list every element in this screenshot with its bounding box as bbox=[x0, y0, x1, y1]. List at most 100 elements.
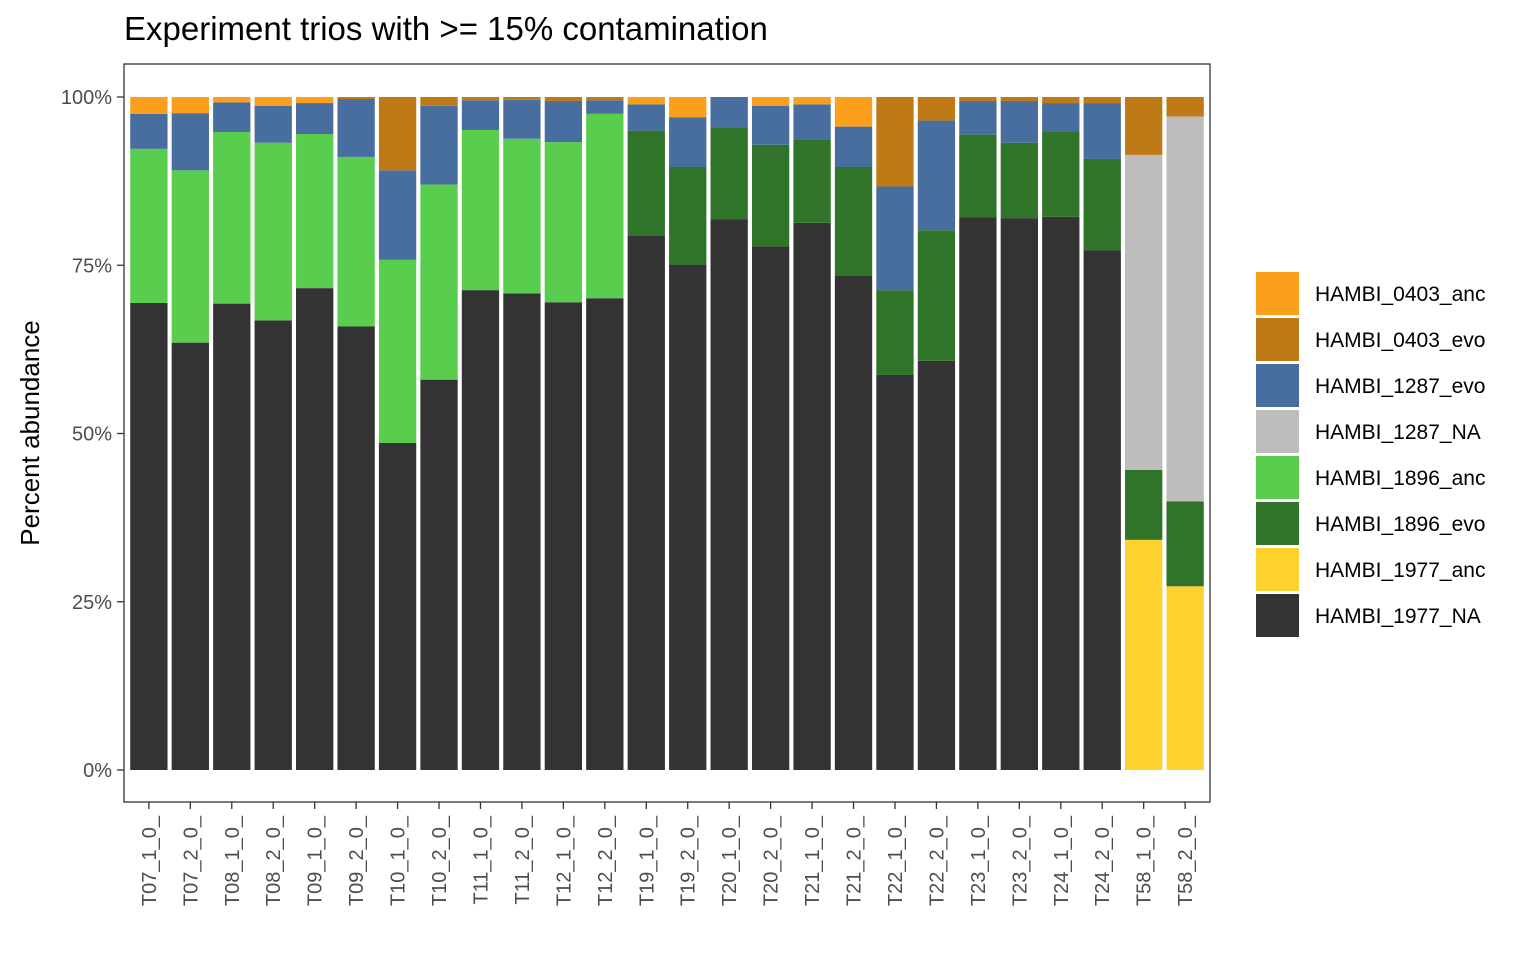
bar-segment-t20-1-0-hambi-1896-evo bbox=[710, 127, 748, 220]
bar-segment-t20-2-0-hambi-1977-na bbox=[751, 246, 790, 770]
bar-segment-t08-1-0-hambi-1896-anc bbox=[213, 132, 251, 304]
bar-segment-t11-1-0-hambi-0403-evo bbox=[461, 97, 500, 101]
x-tick-label: T21_2_0_ bbox=[844, 815, 866, 906]
bar-stack-t21-1-0 bbox=[793, 97, 831, 771]
x-tick-label: T11_1_0_ bbox=[470, 815, 492, 904]
bar-stack-t24-1-0 bbox=[1042, 97, 1080, 771]
x-tick-label: T24_2_0_ bbox=[1092, 815, 1114, 906]
bar-segment-t19-1-0-hambi-1287-evo bbox=[627, 104, 665, 131]
bar-segment-t58-1-0-hambi-1287-na bbox=[1125, 154, 1163, 470]
x-tick-label: T19_2_0_ bbox=[678, 815, 700, 906]
bar-stack-t23-1-0 bbox=[959, 97, 997, 771]
bar-segment-t09-2-0-hambi-0403-evo bbox=[337, 97, 375, 100]
bar-segment-t10-2-0-hambi-1896-anc bbox=[420, 184, 458, 380]
bar-segment-t08-1-0-hambi-1977-na bbox=[213, 303, 251, 770]
x-tick-label: T09_1_0_ bbox=[305, 815, 327, 906]
bar-stack-t23-2-0 bbox=[1000, 97, 1038, 770]
bar-segment-t22-1-0-hambi-1896-evo bbox=[876, 290, 914, 375]
bar-segment-t58-2-0-hambi-1977-anc bbox=[1166, 586, 1204, 770]
bar-segment-t22-2-0-hambi-1977-na bbox=[917, 360, 956, 770]
bar-segment-t09-1-0-hambi-1896-anc bbox=[296, 134, 334, 289]
x-tick-label: T58_1_0_ bbox=[1134, 815, 1156, 906]
legend-key-hambi-1287-na bbox=[1256, 410, 1299, 453]
y-tick-label: 0% bbox=[83, 760, 112, 782]
bar-segment-t07-2-0-hambi-1287-evo bbox=[171, 113, 209, 171]
bar-stack-t09-2-0 bbox=[337, 97, 375, 770]
bar-segment-t23-1-0-hambi-1977-na bbox=[959, 217, 997, 771]
bar-segment-t19-2-0-hambi-1287-evo bbox=[669, 117, 707, 167]
x-tick-label: T09_2_0_ bbox=[346, 815, 368, 906]
bar-segment-t24-1-0-hambi-1287-evo bbox=[1042, 103, 1080, 132]
x-tick-label: T12_2_0_ bbox=[595, 815, 617, 906]
bar-stack-t09-1-0 bbox=[296, 97, 334, 770]
bar-segment-t10-2-0-hambi-1287-evo bbox=[420, 105, 458, 185]
bar-segment-t22-2-0-hambi-1287-evo bbox=[917, 120, 956, 231]
bar-segment-t10-1-0-hambi-0403-evo bbox=[378, 97, 417, 171]
bar-segment-t24-1-0-hambi-1896-evo bbox=[1042, 132, 1080, 217]
bar-segment-t21-2-0-hambi-1896-evo bbox=[834, 166, 873, 276]
bar-stack-t22-1-0 bbox=[876, 97, 914, 770]
bar-segment-t23-2-0-hambi-1287-evo bbox=[1000, 101, 1038, 143]
bar-segment-t58-1-0-hambi-0403-evo bbox=[1125, 97, 1163, 155]
bar-segment-t11-1-0-hambi-1287-evo bbox=[461, 100, 500, 130]
bar-segment-t20-2-0-hambi-0403-anc bbox=[751, 97, 790, 106]
y-axis-title: Percent abundance bbox=[15, 320, 45, 546]
bar-segment-t09-2-0-hambi-1896-anc bbox=[337, 156, 375, 327]
bar-segment-t21-2-0-hambi-0403-anc bbox=[834, 97, 873, 127]
bar-segment-t23-2-0-hambi-1896-evo bbox=[1000, 142, 1038, 219]
bar-segment-t20-1-0-hambi-1287-evo bbox=[710, 97, 748, 128]
bar-segment-t07-2-0-hambi-1977-na bbox=[171, 342, 209, 770]
bar-stack-t10-1-0 bbox=[378, 97, 417, 770]
bar-stack-t12-2-0 bbox=[586, 97, 624, 770]
bar-stack-t12-1-0 bbox=[544, 97, 583, 770]
x-tick-label: T23_2_0_ bbox=[1009, 815, 1031, 906]
bar-stack-t20-1-0 bbox=[710, 97, 748, 771]
bar-segment-t24-1-0-hambi-1977-na bbox=[1042, 216, 1080, 771]
bar-stack-t07-1-0 bbox=[130, 97, 168, 770]
legend-key-hambi-1977-anc bbox=[1256, 548, 1299, 591]
bar-segment-t12-2-0-hambi-0403-evo bbox=[586, 97, 624, 101]
bar-segment-t58-2-0-hambi-0403-evo bbox=[1166, 97, 1204, 117]
bar-segment-t11-2-0-hambi-1977-na bbox=[503, 293, 541, 770]
bar-segment-t12-1-0-hambi-1977-na bbox=[544, 302, 583, 770]
x-tick-label: T22_2_0_ bbox=[926, 815, 948, 906]
bar-segment-t22-2-0-hambi-0403-evo bbox=[917, 97, 956, 121]
bar-segment-t10-1-0-hambi-1977-na bbox=[378, 442, 417, 770]
legend-key-hambi-0403-anc bbox=[1256, 272, 1299, 315]
bar-segment-t09-1-0-hambi-0403-anc bbox=[296, 97, 334, 104]
bar-stack-t22-2-0 bbox=[917, 97, 956, 770]
y-tick-label: 100% bbox=[61, 87, 112, 109]
bar-stack-t11-2-0 bbox=[503, 97, 541, 770]
bar-stack-t19-2-0 bbox=[669, 97, 707, 770]
bar-segment-t10-1-0-hambi-1896-anc bbox=[378, 259, 417, 443]
bar-segment-t08-2-0-hambi-1977-na bbox=[254, 320, 292, 770]
bar-stack-t08-1-0 bbox=[213, 97, 251, 770]
x-tick-label: T08_1_0_ bbox=[222, 815, 244, 906]
bar-segment-t21-1-0-hambi-1896-evo bbox=[793, 139, 831, 223]
bar-segment-t58-1-0-hambi-1977-anc bbox=[1125, 539, 1163, 770]
legend-key-hambi-1287-evo bbox=[1256, 364, 1299, 407]
bar-segment-t08-1-0-hambi-1287-evo bbox=[213, 102, 251, 132]
x-tick-label: T12_1_0_ bbox=[553, 815, 575, 906]
bar-stack-t07-2-0 bbox=[171, 97, 209, 770]
bar-segment-t21-1-0-hambi-1287-evo bbox=[793, 104, 831, 140]
bar-segment-t23-1-0-hambi-0403-evo bbox=[959, 97, 997, 102]
legend-label-hambi-0403-anc: HAMBI_0403_anc bbox=[1315, 283, 1485, 306]
bar-segment-t20-2-0-hambi-1896-evo bbox=[751, 144, 790, 247]
bar-segment-t08-2-0-hambi-1287-evo bbox=[254, 105, 292, 143]
bar-segment-t07-2-0-hambi-0403-anc bbox=[171, 97, 209, 114]
bar-segment-t21-2-0-hambi-1287-evo bbox=[834, 126, 873, 167]
bar-segment-t11-2-0-hambi-1896-anc bbox=[503, 138, 541, 294]
bar-segment-t09-1-0-hambi-1977-na bbox=[296, 288, 334, 770]
bar-segment-t24-1-0-hambi-0403-evo bbox=[1042, 97, 1080, 104]
bar-segment-t23-2-0-hambi-0403-evo bbox=[1000, 97, 1038, 102]
bar-segment-t11-2-0-hambi-1287-evo bbox=[503, 99, 541, 139]
bar-segment-t24-2-0-hambi-1287-evo bbox=[1083, 103, 1121, 159]
x-tick-label: T11_2_0_ bbox=[512, 815, 534, 904]
legend-key-hambi-1896-anc bbox=[1256, 456, 1299, 499]
x-axis: T07_1_0_ T07_2_0_ T08_1_0_ T08_2_0_ T09_1_0_… bbox=[139, 802, 1197, 906]
x-tick-label: T10_2_0_ bbox=[429, 815, 451, 906]
bar-segment-t10-2-0-hambi-0403-evo bbox=[420, 97, 458, 106]
bar-segment-t23-1-0-hambi-1896-evo bbox=[959, 134, 997, 218]
bar-segment-t12-1-0-hambi-0403-evo bbox=[544, 97, 583, 102]
